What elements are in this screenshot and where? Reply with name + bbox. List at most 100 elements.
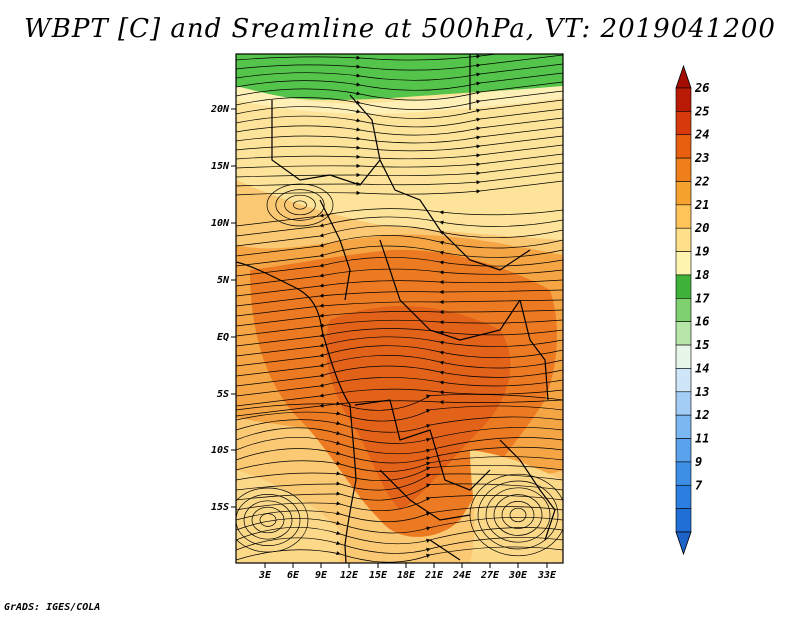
streamline	[236, 153, 563, 169]
map-title: WBPT [C] and Sreamline at 500hPa, VT: 20…	[24, 14, 776, 44]
streamline	[236, 54, 500, 61]
streamline	[259, 513, 277, 527]
colorbar-label: 24	[694, 128, 709, 142]
colorbar-label: 12	[695, 408, 709, 422]
streamline	[236, 319, 563, 337]
streamline	[236, 162, 563, 178]
colorbar-label: 20	[694, 221, 709, 235]
streamline	[236, 144, 563, 160]
streamline	[236, 235, 563, 257]
colorbar-label: 7	[695, 478, 703, 492]
colorbar-segment	[675, 391, 692, 416]
colorbar-label: 19	[695, 245, 709, 259]
lon-label: 18E	[397, 570, 416, 581]
streamline	[236, 377, 563, 397]
lat-label: 15S	[211, 502, 229, 513]
colorbar-segment	[675, 251, 692, 276]
colorbar-segment	[675, 438, 692, 463]
streamline	[236, 54, 563, 71]
colorbar-label: 15	[695, 338, 709, 352]
colorbar-label: 23	[694, 151, 709, 165]
colorbar-label: 14	[695, 361, 709, 375]
streamline	[236, 216, 563, 237]
colorbar-label: 18	[695, 268, 709, 282]
colorbar-segment	[675, 508, 692, 533]
lon-label: 27E	[480, 570, 500, 581]
colorbar-segment	[675, 484, 692, 509]
colorbar-segment	[675, 274, 692, 299]
colorbar-segment	[675, 157, 692, 182]
colorbar-segment	[675, 134, 692, 159]
colorbar-label: 25	[694, 104, 709, 118]
lat-label: 20N	[210, 104, 230, 115]
streamline	[509, 507, 527, 523]
streamline	[501, 501, 535, 529]
lat-label: 5S	[217, 389, 229, 400]
streamline	[236, 256, 563, 277]
streamline	[284, 194, 316, 216]
lon-label: 12E	[340, 570, 359, 581]
streamline	[236, 279, 563, 297]
colorbar: 26 25 24 23 22 21 20 19 18 17 16 15 14 13 12 11 9 7	[675, 64, 710, 556]
streamline	[236, 117, 563, 136]
colorbar-segment	[675, 87, 692, 112]
streamline	[469, 473, 563, 557]
colorbar-under-arrow	[675, 531, 692, 556]
streamline	[236, 388, 563, 407]
lon-label: 21E	[424, 570, 444, 581]
streamline	[236, 72, 563, 91]
streamline	[236, 289, 563, 307]
lat-label: EQ	[217, 332, 229, 343]
streamline	[236, 494, 301, 546]
streamline	[293, 200, 307, 210]
colorbar-segment	[675, 298, 692, 322]
lon-label: 24E	[452, 570, 472, 581]
footer-credit: GrADS: IGES/COLA	[4, 602, 101, 613]
lat-label: 10S	[211, 445, 229, 456]
colorbar-segment	[675, 181, 692, 206]
colorbar-label: 26	[694, 81, 709, 95]
streamline	[236, 208, 563, 227]
colorbar-segment	[675, 111, 692, 136]
streamline	[236, 487, 309, 553]
colorbar-label: 13	[695, 385, 709, 399]
colorbar-segment	[675, 321, 692, 346]
lon-label: 30E	[508, 570, 528, 581]
longitude-axis: 3E 6E 9E 12E 15E 18E 21E 24E 27E 30E 33E	[258, 563, 557, 581]
streamline	[236, 245, 563, 267]
colorbar-label: 21	[694, 198, 709, 212]
colorbar-segment	[675, 227, 692, 252]
colorbar-segment	[675, 414, 692, 439]
lon-label: 33E	[537, 570, 557, 581]
streamline	[236, 225, 563, 247]
streamline	[236, 365, 563, 387]
streamline	[236, 309, 563, 327]
streamline	[236, 63, 563, 81]
streamline	[236, 268, 563, 287]
streamline	[477, 480, 559, 550]
colorbar-over-arrow	[675, 64, 692, 89]
streamline	[485, 487, 551, 543]
lat-label: 15N	[211, 161, 230, 172]
lat-label: 5N	[217, 275, 230, 286]
colorbar-segment	[675, 344, 692, 369]
latitude-axis: 20N 15N 10N 5N EQ 5S 10S 15S	[210, 104, 236, 513]
colorbar-label: 22	[694, 174, 709, 188]
streamline	[236, 336, 563, 357]
streamline	[236, 299, 563, 317]
streamline	[236, 355, 563, 377]
streamline	[236, 328, 563, 347]
streamline	[236, 405, 563, 422]
streamline	[251, 506, 285, 534]
streamline	[236, 126, 563, 144]
streamline	[493, 494, 543, 536]
streamline	[236, 180, 563, 196]
lon-label: 9E	[315, 570, 328, 581]
colorbar-label: 11	[695, 432, 709, 446]
streamline	[266, 183, 334, 227]
streamline	[236, 135, 563, 152]
colorbar-segment	[675, 204, 692, 229]
colorbar-label: 17	[695, 291, 710, 305]
lon-label: 6E	[287, 570, 300, 581]
